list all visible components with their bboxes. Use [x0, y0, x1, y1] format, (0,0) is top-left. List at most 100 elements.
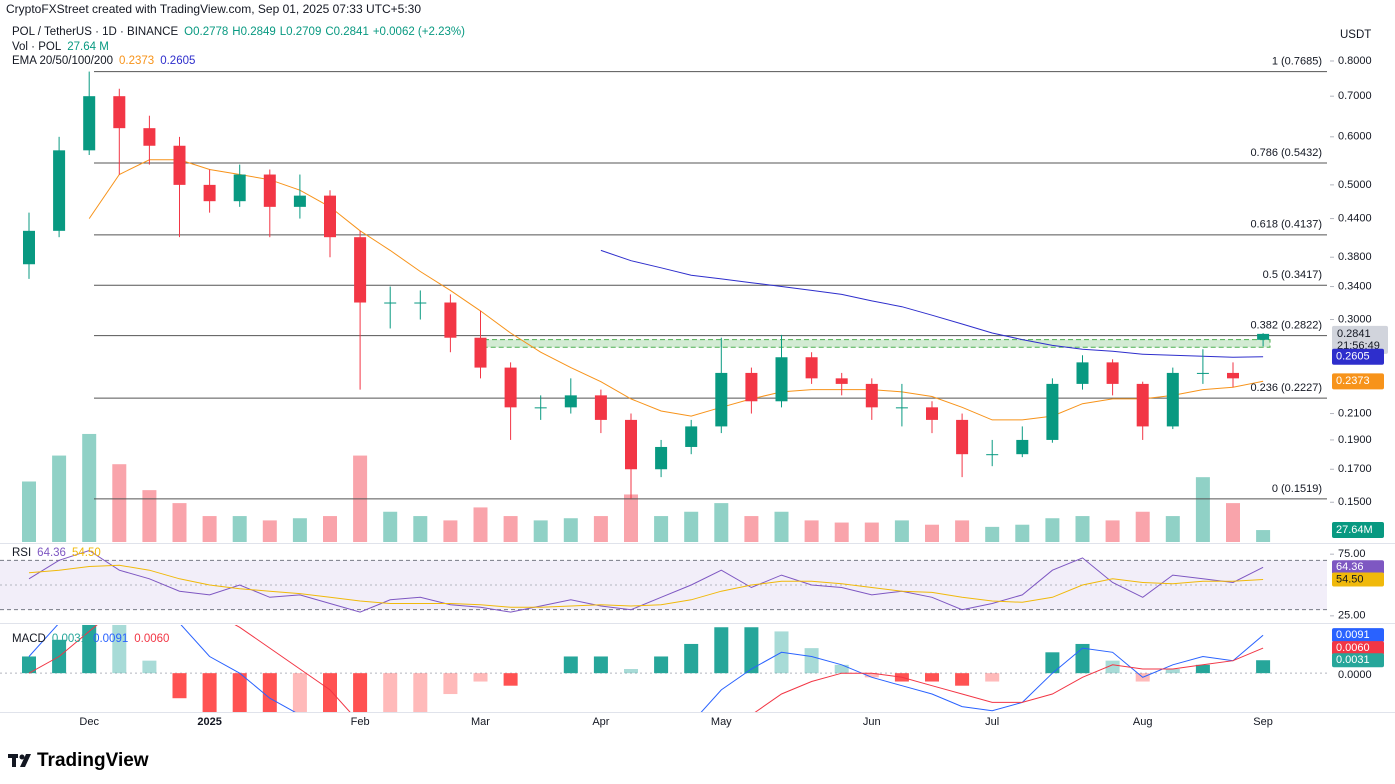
- macd-hist-bar: [1045, 652, 1060, 674]
- volume-bar: [834, 522, 849, 542]
- candle-body: [1046, 383, 1059, 440]
- macd-hist-bar: [563, 656, 578, 674]
- y-tick-label: 0.5000: [1338, 179, 1372, 191]
- macd-legend: MACD 0.0031 0.0091 0.0060: [12, 633, 169, 645]
- candle-body: [414, 302, 427, 304]
- candle-body: [805, 357, 818, 379]
- line: [600, 249, 1264, 358]
- macd-hist-label: 0.0031: [1336, 654, 1370, 666]
- candle-body: [594, 395, 607, 420]
- candle-body: [444, 302, 457, 338]
- volume-bar: [292, 518, 307, 542]
- volume-bar: [1135, 511, 1150, 542]
- x-tick-label: May: [711, 716, 732, 728]
- volume-bar: [473, 507, 488, 542]
- macd-hist-bar: [172, 673, 187, 699]
- candle-body: [895, 407, 908, 409]
- volume-bar: [52, 455, 67, 542]
- panel: [0, 625, 1327, 712]
- macd-hist-bar: [684, 643, 699, 674]
- volume-title: Vol · POL: [12, 41, 62, 53]
- candle-body: [715, 372, 728, 427]
- fib-label: 0.786 (0.5432): [1250, 147, 1322, 159]
- candle-body: [1196, 372, 1209, 374]
- x-tick-label: Mar: [471, 716, 490, 728]
- volume-bar: [142, 490, 157, 542]
- volume-bar: [1226, 503, 1240, 542]
- candle-body: [534, 407, 547, 409]
- x-tick-label: Jul: [985, 716, 999, 728]
- ohlc-value: C0.2841: [325, 26, 369, 38]
- volume-bar: [864, 522, 879, 542]
- macd-hist-bar: [955, 673, 970, 686]
- last-price: 0.2841: [1337, 328, 1371, 340]
- candle-body: [384, 302, 397, 304]
- candle-body: [775, 357, 788, 402]
- volume-bar: [323, 516, 337, 542]
- volume-bar: [714, 503, 729, 542]
- volume-bar: [684, 511, 699, 542]
- volume-bar: [804, 520, 819, 542]
- x-tick-label: Aug: [1133, 716, 1153, 728]
- y-tick-label: 0.3000: [1338, 313, 1372, 325]
- macd-hist-bar: [413, 673, 428, 712]
- candle-body: [293, 195, 306, 207]
- macd-hist-bar: [714, 627, 729, 674]
- volume-price-label-box: [1332, 522, 1384, 539]
- candle-body: [1136, 383, 1149, 427]
- fib-label: 1 (0.7685): [1272, 55, 1322, 67]
- macd-price-label-box: [1332, 628, 1384, 643]
- macd-hist-bar: [864, 673, 879, 678]
- volume-bar: [82, 433, 97, 542]
- candle-body: [23, 230, 35, 265]
- macd-hist-bar: [503, 673, 518, 686]
- macd-hist-bar: [804, 648, 819, 674]
- ohlc-value: O0.2778: [184, 26, 229, 38]
- candle-body: [956, 419, 969, 455]
- y-tick-label: 0.0000: [1338, 669, 1372, 681]
- macd-hist-bar: [112, 625, 127, 674]
- candle-body: [745, 372, 758, 402]
- macd-hist-bar: [654, 656, 669, 674]
- volume-value: 27.64 M: [67, 41, 109, 53]
- volume-price-label: 27.64M: [1336, 524, 1373, 536]
- candle-body: [865, 383, 878, 408]
- y-tick-label: 75.00: [1338, 548, 1366, 560]
- volume-bar: [894, 520, 909, 542]
- line: [28, 549, 1264, 613]
- candle-body: [1166, 372, 1179, 427]
- candle-body: [1257, 333, 1270, 340]
- y-tick-label: 0.3800: [1338, 251, 1372, 263]
- macd-price-label: 0.0091: [1336, 629, 1370, 641]
- rsi-band: [0, 560, 1327, 610]
- volume-bar: [593, 516, 608, 542]
- volume-bar: [563, 518, 578, 542]
- candle-body: [685, 426, 698, 447]
- macd-hist-bar: [473, 673, 488, 682]
- x-tick-label: Jun: [863, 716, 881, 728]
- macd-hist-value: 0.0031: [51, 633, 88, 645]
- ema-legend: EMA 20/50/100/200 0.2373 0.2605: [12, 55, 195, 67]
- macd-hist-bar: [925, 673, 939, 682]
- candle-body: [1076, 362, 1089, 384]
- macd-price-label-box: [1332, 641, 1384, 656]
- line: [28, 625, 1264, 712]
- zone: [483, 339, 1271, 348]
- volume-bar: [925, 524, 939, 542]
- rsi-price-label: 64.36: [1336, 561, 1364, 573]
- ema-value: 0.2373: [119, 55, 155, 67]
- ema-price-label: 0.2373: [1336, 375, 1370, 387]
- candle-body: [655, 446, 668, 470]
- macd-hist-bar: [985, 673, 1000, 682]
- currency: USDT: [1340, 29, 1371, 41]
- macd-hist-bar: [744, 627, 759, 674]
- candle-body: [324, 195, 336, 238]
- ohlc-value: +0.0062 (+2.23%): [372, 26, 465, 38]
- logo-text: TradingView: [37, 750, 149, 771]
- volume-legend: Vol · POL 27.64 M: [12, 41, 109, 53]
- fib-label: 0.236 (0.2227): [1250, 382, 1322, 394]
- macd-hist-bar: [323, 673, 337, 712]
- rsi-price-label: 54.50: [1336, 573, 1364, 585]
- last-price-box: [1332, 325, 1388, 354]
